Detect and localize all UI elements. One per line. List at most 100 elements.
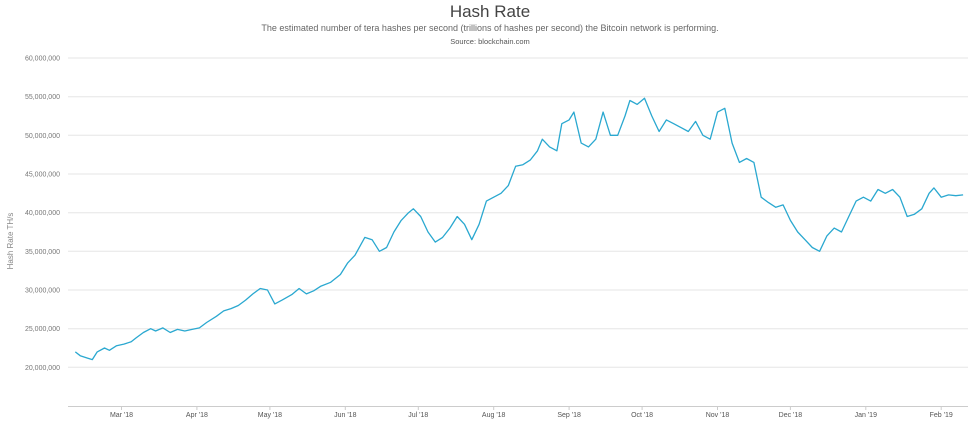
data-point — [392, 230, 396, 234]
y-tick-label: 35,000,000 — [25, 249, 60, 256]
data-point — [370, 238, 374, 242]
data-point — [796, 230, 800, 234]
data-point — [377, 249, 381, 253]
data-point — [572, 110, 576, 114]
data-point — [455, 215, 459, 219]
x-tick-label: Apr '18 — [186, 412, 208, 419]
data-point — [737, 160, 741, 164]
data-point — [419, 215, 423, 219]
data-point — [297, 287, 301, 291]
data-point — [273, 302, 277, 306]
data-point — [752, 160, 756, 164]
data-point — [939, 195, 943, 199]
y-tick-label: 55,000,000 — [25, 94, 60, 101]
data-point — [251, 292, 255, 296]
data-point — [103, 346, 107, 350]
y-tick-label: 20,000,000 — [25, 365, 60, 372]
x-tick-label: Jun '18 — [334, 412, 356, 419]
series-group — [74, 97, 965, 362]
x-tick-label: Jul '18 — [408, 412, 428, 419]
chart-subtitle: The estimated number of tera hashes per … — [261, 23, 719, 33]
data-point — [825, 234, 829, 238]
data-point — [506, 184, 510, 188]
data-point — [176, 327, 180, 331]
data-point — [448, 226, 452, 230]
x-tick-label: Mar '18 — [110, 412, 133, 419]
data-point — [555, 149, 559, 153]
x-tick-label: Feb '19 — [930, 412, 953, 419]
data-point — [708, 137, 712, 141]
data-point — [95, 350, 99, 354]
data-point — [521, 163, 525, 167]
data-point — [898, 195, 902, 199]
data-point — [657, 130, 661, 134]
data-point — [560, 122, 564, 126]
data-point — [426, 230, 430, 234]
data-point — [536, 149, 540, 153]
data-point — [154, 329, 158, 333]
data-point — [847, 215, 851, 219]
data-point — [947, 193, 951, 197]
data-point — [608, 133, 612, 137]
data-point — [701, 133, 705, 137]
x-tick-label: Jan '19 — [855, 412, 877, 419]
data-point — [222, 309, 226, 313]
data-point — [567, 118, 571, 122]
data-point — [141, 331, 145, 335]
y-tick-label: 30,000,000 — [25, 288, 60, 295]
data-point — [183, 329, 187, 333]
data-point — [107, 348, 111, 352]
data-point — [492, 195, 496, 199]
y-tick-label: 45,000,000 — [25, 172, 60, 179]
data-point — [441, 235, 445, 239]
data-point — [759, 195, 763, 199]
data-point — [788, 218, 792, 222]
data-point — [528, 158, 532, 162]
x-tick-label: Dec '18 — [779, 412, 803, 419]
data-point — [913, 212, 917, 216]
data-point — [90, 358, 94, 362]
data-point — [774, 205, 778, 209]
data-point — [686, 130, 690, 134]
grid-lines — [68, 57, 968, 368]
data-point — [514, 164, 518, 168]
data-point — [214, 314, 218, 318]
data-point — [781, 203, 785, 207]
data-point — [579, 141, 583, 145]
y-tick-label: 60,000,000 — [25, 56, 60, 63]
data-point — [463, 222, 467, 226]
data-point — [891, 188, 895, 192]
data-point — [338, 273, 342, 277]
data-point — [810, 246, 814, 250]
data-point — [601, 110, 605, 114]
data-point — [920, 207, 924, 211]
data-point — [694, 119, 698, 123]
data-point — [477, 222, 481, 226]
data-point — [730, 141, 734, 145]
y-axis-label: Hash Rate TH/s — [6, 213, 15, 270]
data-point — [290, 293, 294, 297]
data-point — [161, 326, 165, 330]
data-point — [329, 280, 333, 284]
data-point — [407, 211, 411, 215]
x-tick-label: Oct '18 — [631, 412, 653, 419]
data-point — [818, 249, 822, 253]
data-point — [363, 235, 367, 239]
data-point — [433, 240, 437, 244]
data-point — [932, 186, 936, 190]
y-tick-label: 40,000,000 — [25, 210, 60, 217]
data-point — [168, 331, 172, 335]
data-point — [149, 327, 153, 331]
data-point — [876, 188, 880, 192]
y-tick-label: 25,000,000 — [25, 326, 60, 333]
x-tick-label: May '18 — [258, 412, 282, 419]
y-axis-ticks: 20,000,000 25,000,000 30,000,000 35,000,000… — [25, 56, 60, 372]
data-point — [594, 137, 598, 141]
data-point — [927, 191, 931, 195]
data-point — [197, 326, 201, 330]
y-tick-label: 50,000,000 — [25, 133, 60, 140]
data-point — [122, 342, 126, 346]
data-point — [664, 118, 668, 122]
data-point — [961, 193, 965, 197]
